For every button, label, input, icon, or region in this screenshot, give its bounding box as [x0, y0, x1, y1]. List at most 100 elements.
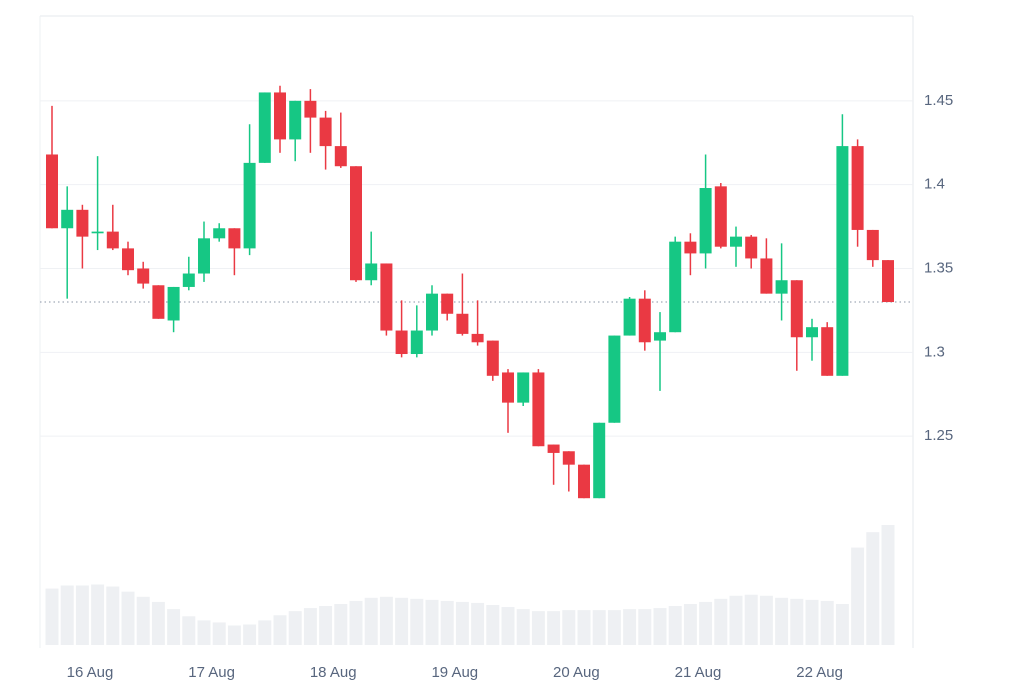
candle-body	[578, 464, 590, 499]
x-tick-label: 17 Aug	[188, 664, 235, 681]
volume-bar	[714, 598, 728, 645]
volume-bar	[835, 603, 849, 645]
volume-bar	[775, 597, 789, 645]
candle-body	[228, 228, 241, 249]
volume-bar	[273, 615, 287, 645]
candle-body	[182, 273, 195, 287]
candle-body	[562, 451, 575, 465]
candle-body	[106, 231, 119, 249]
volume-bar	[349, 600, 363, 645]
volume-bar	[379, 596, 393, 645]
volume-bar	[151, 601, 165, 645]
candle-body	[289, 100, 302, 140]
candle-body	[760, 258, 773, 294]
volume-bar	[881, 525, 895, 645]
volume-bar	[455, 601, 469, 645]
candle-body	[684, 241, 697, 254]
candle-body	[152, 285, 165, 319]
volume-bar	[638, 609, 652, 645]
candle-body	[46, 154, 58, 229]
y-tick-label: 1.35	[924, 259, 953, 276]
candle-body	[410, 330, 423, 355]
y-tick-label: 1.3	[924, 343, 945, 360]
volume-bar	[121, 591, 135, 645]
candle-body	[790, 280, 803, 338]
volume-bar	[136, 596, 150, 645]
candle-body	[426, 293, 438, 331]
candle-body	[258, 92, 271, 163]
volume-bar	[592, 610, 606, 645]
candle-body	[714, 186, 727, 247]
volume-bar	[516, 609, 530, 645]
volume-bar	[60, 585, 74, 645]
candle-body	[593, 422, 606, 499]
candle-body	[851, 146, 864, 230]
volume-bar	[106, 586, 120, 645]
x-tick-label: 20 Aug	[553, 664, 600, 681]
candle-body	[76, 209, 89, 237]
candle-body	[654, 332, 666, 341]
candle-body	[806, 327, 818, 338]
candle-body	[699, 188, 712, 254]
candle-body	[243, 162, 256, 249]
candle-body	[198, 238, 210, 274]
y-tick-label: 1.25	[924, 427, 953, 444]
volume-bar	[243, 624, 257, 645]
volume-bar	[759, 595, 773, 645]
candle-body	[365, 263, 378, 281]
volume-bar	[820, 600, 834, 645]
volume-bar	[288, 611, 302, 645]
volume-bar	[303, 608, 317, 645]
candle-body	[304, 100, 317, 118]
candle-body	[319, 117, 332, 147]
candle-body	[167, 286, 180, 321]
volume-bar	[319, 606, 333, 645]
volume-bar	[577, 610, 591, 645]
candle-body	[821, 327, 834, 376]
candle-body	[471, 333, 484, 343]
volume-bar	[258, 620, 272, 645]
candle-body	[517, 372, 530, 403]
candle-body	[395, 330, 408, 355]
candle-body	[882, 260, 894, 303]
volume-bar	[790, 598, 804, 645]
volume-bar	[683, 603, 697, 645]
volume-bar	[227, 625, 241, 645]
x-tick-label: 16 Aug	[67, 664, 114, 681]
candle-body	[91, 231, 104, 234]
candle-body	[122, 248, 134, 271]
volume-bar	[440, 600, 454, 645]
candle-body	[547, 444, 560, 453]
candle-body	[745, 236, 758, 259]
volume-bar	[45, 588, 59, 645]
volume-bar	[653, 608, 667, 645]
volume-bar	[212, 622, 226, 645]
volume-bar	[805, 599, 819, 645]
volume-bar	[364, 597, 378, 645]
candle-body	[623, 298, 636, 336]
candle-body	[213, 228, 226, 239]
candle-body	[638, 298, 651, 343]
volume-bar	[699, 601, 713, 645]
volume-bar	[623, 609, 637, 645]
volume-bar	[562, 610, 576, 645]
candle-body	[730, 236, 742, 247]
candle-body	[334, 146, 347, 167]
y-tick-label: 1.4	[924, 176, 945, 193]
candle-body	[456, 313, 469, 334]
volume-bar	[410, 598, 424, 645]
volume-bar	[531, 611, 545, 645]
volume-bar	[395, 597, 409, 645]
candle-body	[380, 263, 393, 331]
volume-bar	[91, 584, 105, 645]
x-tick-label: 21 Aug	[675, 664, 722, 681]
volume-bar	[486, 605, 500, 645]
x-tick-label: 19 Aug	[431, 664, 478, 681]
volume-bar	[182, 616, 196, 645]
volume-bar	[607, 610, 621, 645]
volume-bar	[547, 611, 561, 645]
candle-body	[350, 166, 362, 281]
candle-body	[486, 340, 499, 376]
x-tick-label: 18 Aug	[310, 664, 357, 681]
